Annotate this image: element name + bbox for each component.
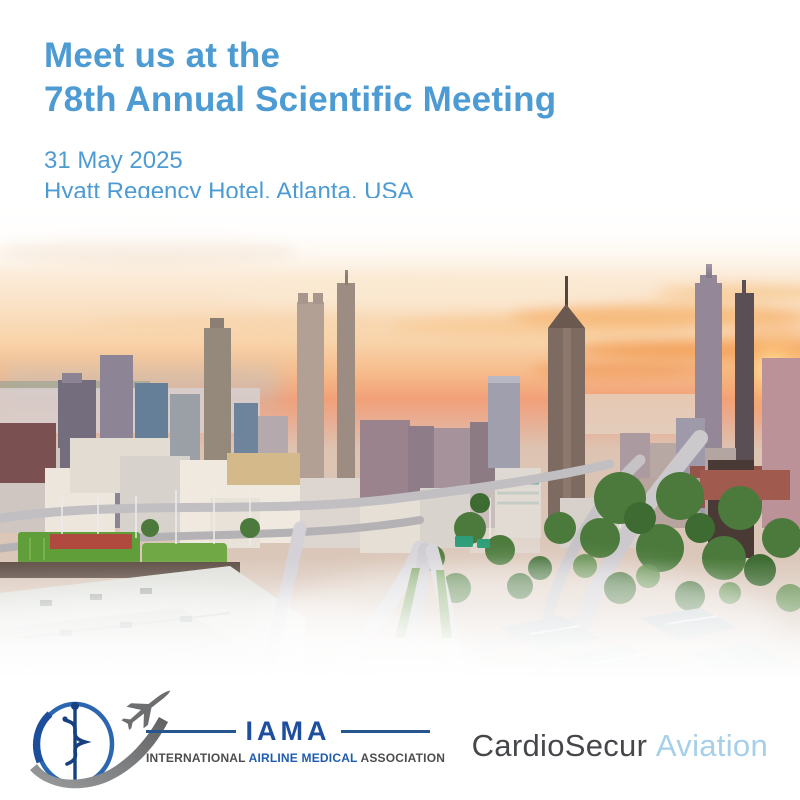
bank-of-america-plaza [548,276,585,528]
atlanta-skyline-sunset-photo [0,198,800,700]
event-title-line1: Meet us at the [44,36,281,75]
event-title-line2: 78th Annual Scientific Meeting [44,80,557,120]
iama-right-rule [340,730,430,733]
asclepius-staff-icon [62,702,92,780]
cardiosecur-suffix: Aviation [655,728,768,763]
footer: IAMA INTERNATIONAL AIRLINE MEDICAL ASSOC… [0,678,800,800]
iama-logo: IAMA INTERNATIONAL AIRLINE MEDICAL ASSOC… [28,684,445,800]
cardiosecur-logo: CardioSecur Aviation [472,728,768,764]
iama-word-international: INTERNATIONAL [146,751,246,765]
iama-wordmark: IAMA INTERNATIONAL AIRLINE MEDICAL ASSOC… [146,716,445,765]
iama-word-airline-medical: AIRLINE MEDICAL [248,751,358,765]
iama-association-name: INTERNATIONAL AIRLINE MEDICAL ASSOCIATIO… [146,751,445,765]
cardiosecur-brand: CardioSecur [471,728,648,763]
swoosh [30,717,168,789]
white-fades [0,198,800,700]
iama-word-association: ASSOCIATION [360,751,446,765]
iama-acronym: IAMA [245,716,331,746]
event-date: 31 May 2025 [44,146,183,174]
airplane-icon [121,690,171,731]
event-title: Meet us at the 78th Annual Scientific Me… [44,34,556,123]
header: Meet us at the 78th Annual Scientific Me… [44,34,556,207]
iama-logo-mark [30,690,171,789]
iama-left-rule [146,730,236,733]
highway-signs [455,536,490,548]
